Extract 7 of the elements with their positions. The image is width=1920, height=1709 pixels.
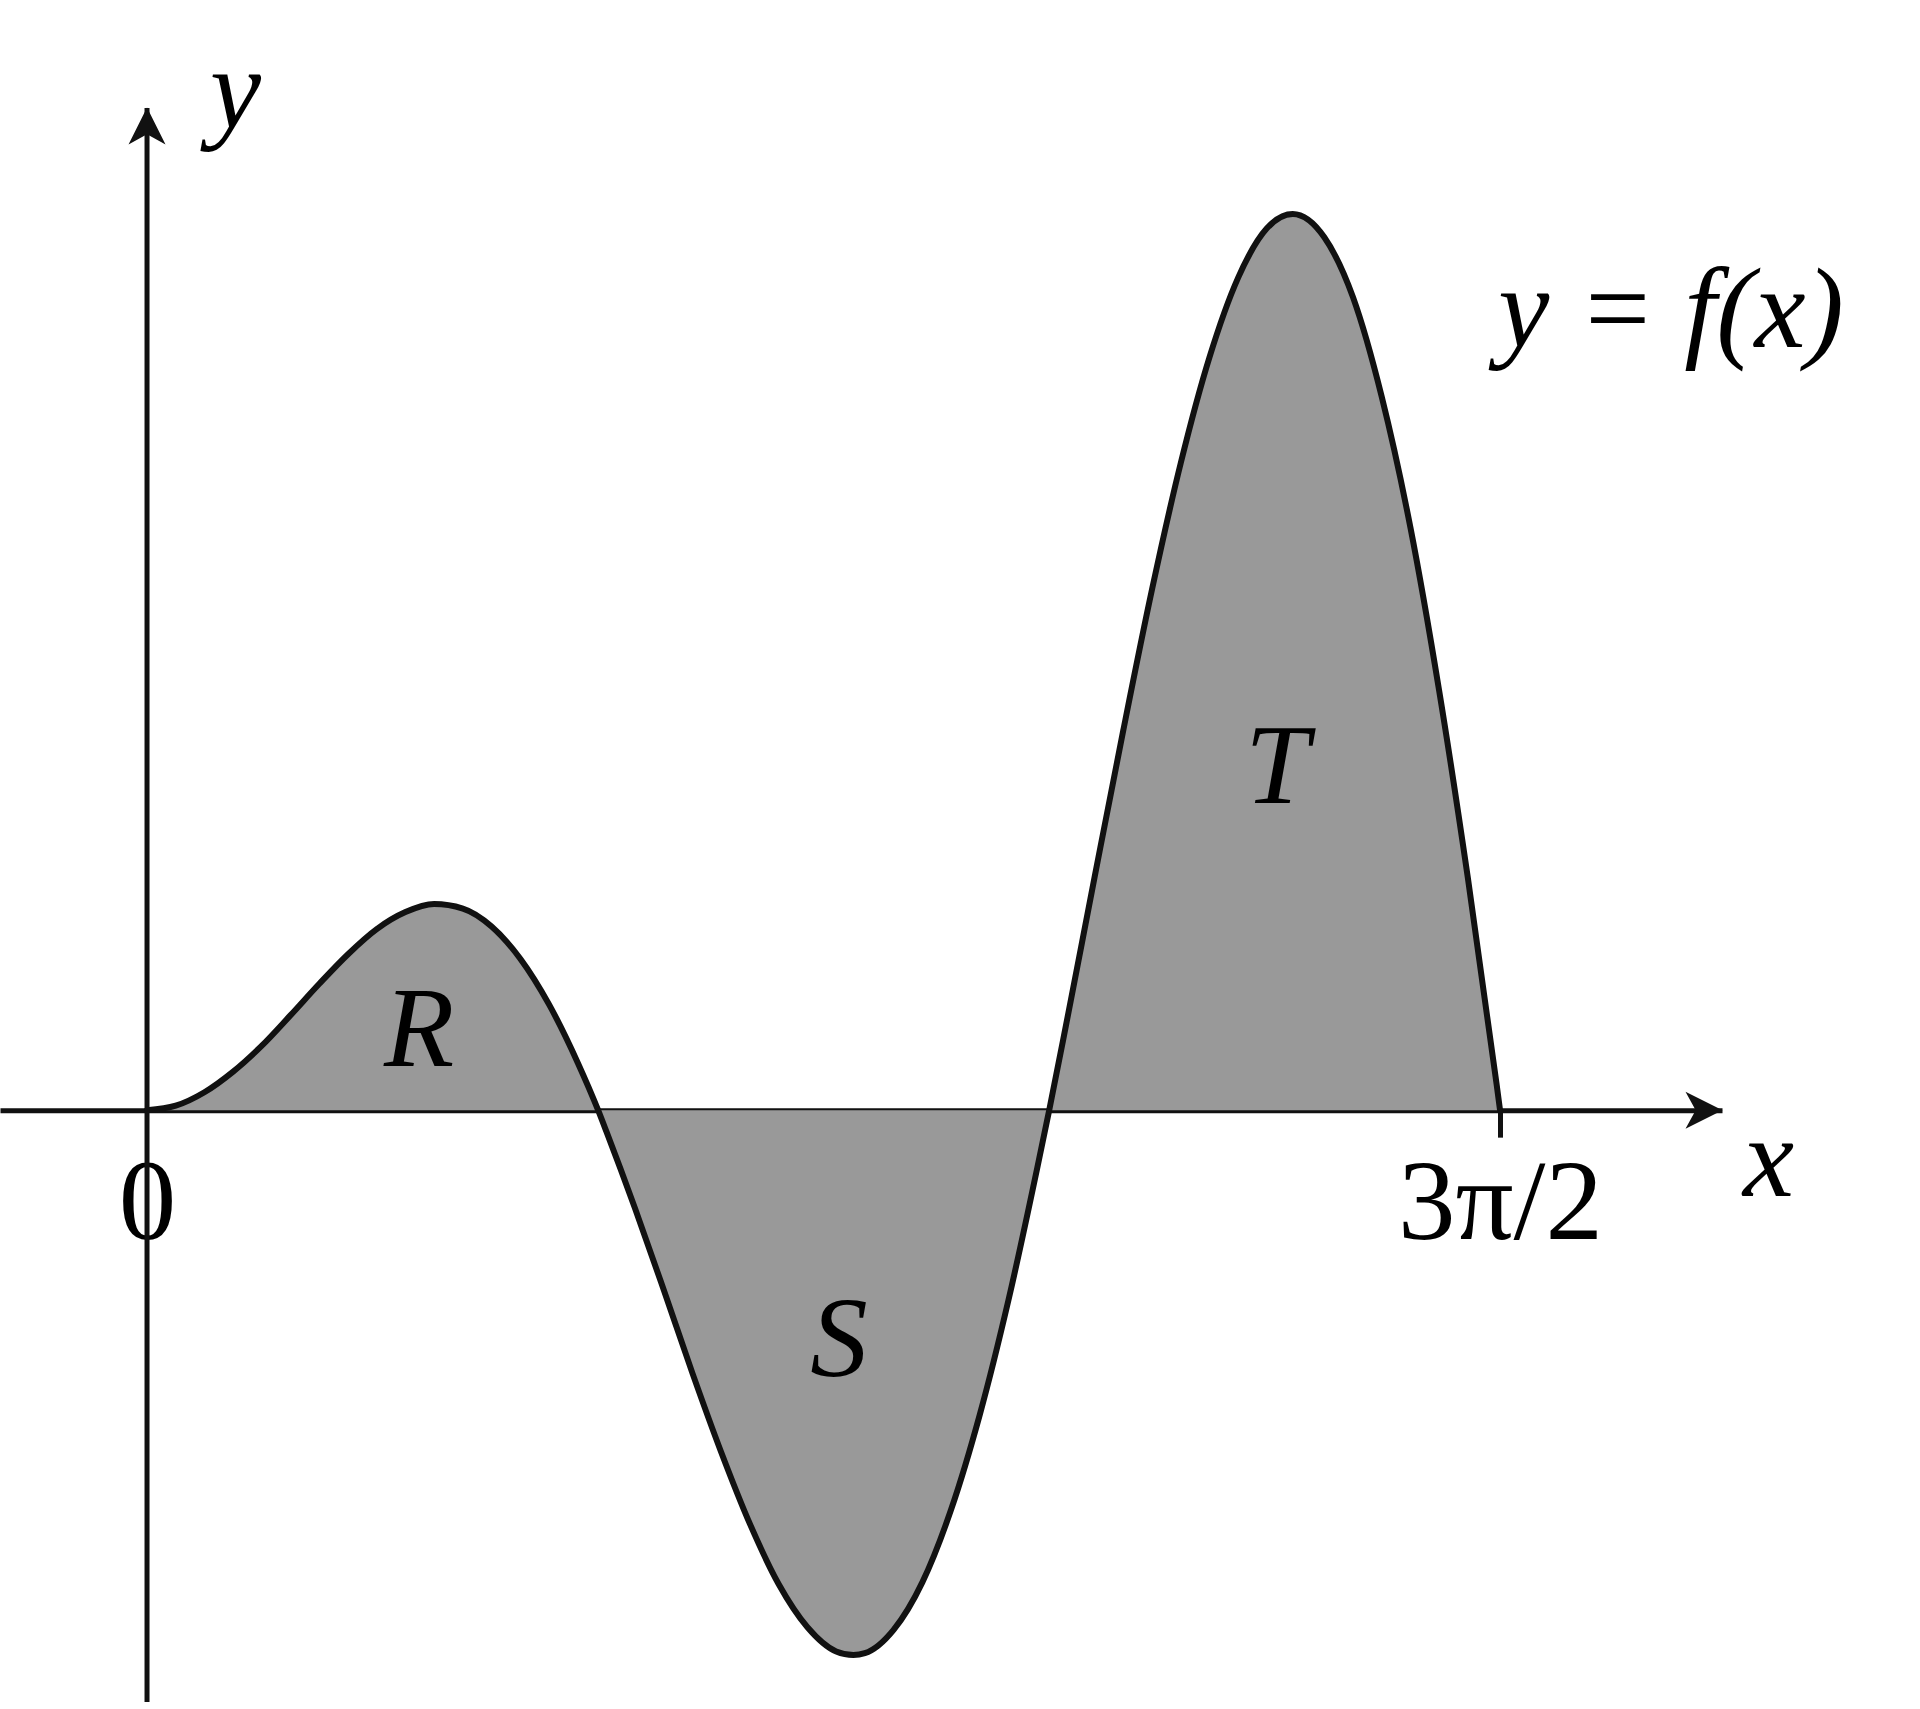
x-tick-label: 3π/2 (1398, 1136, 1604, 1264)
y-axis-title: y (199, 25, 262, 153)
x-axis-title: x (1740, 1093, 1795, 1221)
annotation: y = f(x) (1488, 245, 1844, 372)
annotation: T (1245, 701, 1317, 828)
annotation: R (382, 964, 455, 1091)
annotation: S (810, 1274, 868, 1401)
